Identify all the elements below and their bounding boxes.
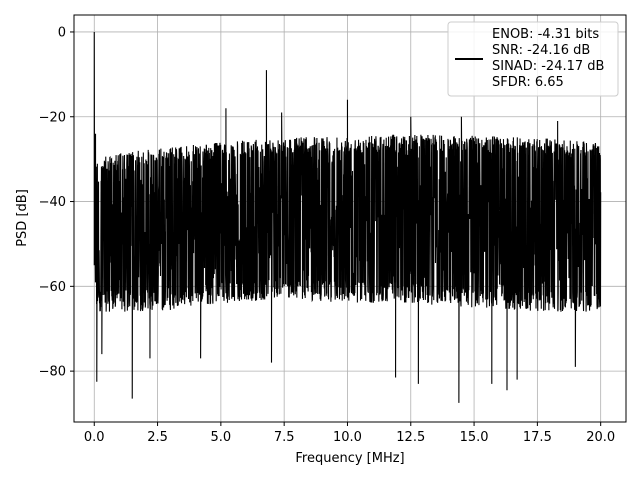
legend-line-sfdr: SFDR: 6.65 <box>492 75 564 90</box>
y-tick-label: −40 <box>39 195 66 210</box>
y-tick-label: 0 <box>58 25 66 40</box>
x-axis-ticks: 0.0 2.5 5.0 7.5 10.0 12.5 15.0 17.5 20.0 <box>84 422 615 445</box>
x-axis-title: Frequency [MHz] <box>295 451 404 466</box>
y-tick-label: −20 <box>39 110 66 125</box>
legend-box <box>447 21 619 97</box>
x-tick-label: 2.5 <box>147 430 168 445</box>
plot-frame <box>73 14 627 423</box>
y-tick-label: −60 <box>39 280 66 295</box>
x-tick-label: 7.5 <box>274 430 295 445</box>
y-tick-label: −80 <box>39 365 66 380</box>
legend-line-sinad: SINAD: -24.17 dB <box>492 59 604 74</box>
x-tick-label: 15.0 <box>460 430 489 445</box>
y-axis-ticks: 0 −20 −40 −60 −80 <box>39 25 74 380</box>
legend: ENOB: -4.31 bits SNR: -24.16 dB SINAD: -… <box>447 21 619 97</box>
legend-line-snr: SNR: -24.16 dB <box>492 43 590 58</box>
y-axis-title: PSD [dB] <box>15 189 30 247</box>
x-tick-label: 17.5 <box>523 430 552 445</box>
x-tick-label: 5.0 <box>211 430 232 445</box>
x-tick-label: 0.0 <box>84 430 105 445</box>
series-layer <box>93 31 602 403</box>
x-tick-label: 20.0 <box>586 430 615 445</box>
x-tick-label: 10.0 <box>333 430 362 445</box>
x-tick-label: 12.5 <box>396 430 425 445</box>
legend-line-enob: ENOB: -4.31 bits <box>492 27 599 42</box>
psd-series-line <box>93 31 602 403</box>
